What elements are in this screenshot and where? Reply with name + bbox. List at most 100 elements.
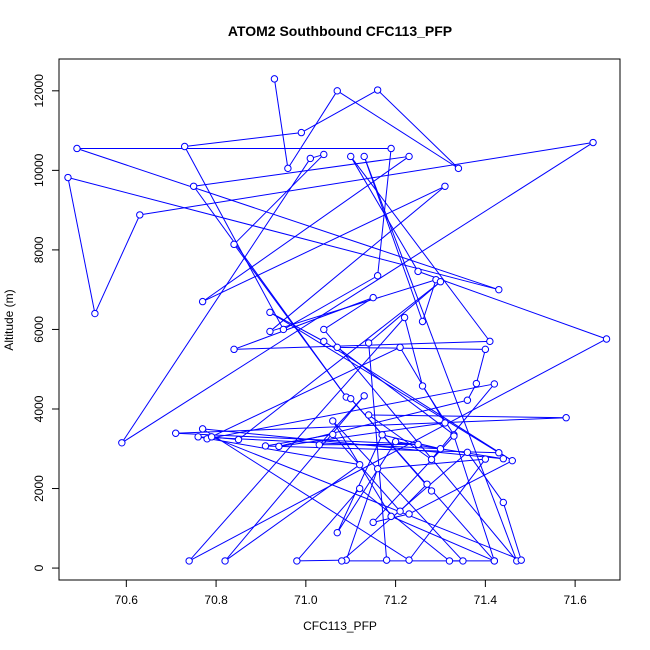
data-point — [391, 437, 400, 446]
series-segment — [233, 297, 374, 350]
data-point — [91, 309, 99, 318]
series-segment — [184, 132, 302, 147]
series-segment — [350, 156, 419, 272]
data-point — [333, 343, 341, 352]
series-segment — [502, 502, 522, 561]
data-point — [284, 164, 292, 173]
data-point — [405, 556, 413, 564]
series-segment — [341, 451, 468, 562]
data-point — [355, 484, 364, 493]
data-point — [405, 510, 413, 518]
data-point — [329, 430, 337, 439]
series-segment — [224, 464, 360, 562]
data-point — [454, 164, 463, 173]
data-point — [275, 442, 283, 451]
series-segment — [453, 435, 495, 562]
series-segment — [301, 89, 378, 134]
data-point — [189, 182, 198, 190]
data-point — [463, 396, 472, 404]
series-segment — [336, 90, 459, 169]
x-axis: 70.6 70.8 71.0 71.2 71.4 71.6 — [115, 580, 587, 607]
series-segment — [368, 281, 441, 344]
series-segment — [404, 317, 424, 387]
data-point — [387, 512, 395, 521]
series-segment — [408, 458, 486, 561]
data-point — [427, 455, 436, 464]
data-point — [369, 518, 377, 527]
data-point — [373, 464, 382, 473]
data-point — [261, 442, 270, 450]
data-point — [499, 454, 508, 463]
series-segment — [94, 214, 141, 314]
series-segment — [377, 458, 486, 470]
data-point — [427, 487, 436, 495]
data-point — [436, 278, 445, 286]
series-segment — [359, 488, 450, 562]
data-point — [73, 144, 81, 153]
y-axis-label: Altitude (m) — [2, 289, 16, 350]
data-point — [423, 480, 431, 488]
data-point — [355, 460, 364, 469]
data-point — [396, 343, 404, 352]
data-point — [230, 345, 238, 354]
series-segment — [350, 398, 495, 562]
series-segment — [296, 559, 347, 562]
series-segment — [332, 434, 401, 512]
series-segment — [269, 311, 500, 454]
data-point — [418, 317, 427, 326]
x-axis-label: CFC113_PFP — [303, 619, 377, 633]
data-point — [517, 556, 525, 564]
data-point — [382, 556, 391, 564]
data-point — [279, 325, 288, 334]
data-point — [373, 86, 382, 94]
series-segment — [175, 417, 567, 434]
data-point — [418, 382, 427, 390]
series-segment — [202, 185, 446, 303]
data-point — [180, 142, 189, 151]
series-segment — [350, 156, 491, 342]
series-segment — [417, 270, 607, 340]
data-point — [315, 441, 324, 449]
data-point — [450, 432, 458, 440]
data-point — [387, 144, 395, 153]
data-point — [481, 455, 490, 463]
data-point — [266, 327, 274, 336]
y-tick-label: 10000 — [32, 153, 46, 187]
series-segment — [337, 346, 486, 350]
data-point — [378, 431, 386, 439]
series-segment — [287, 90, 338, 169]
series-segment — [234, 340, 490, 350]
x-tick-label: 70.8 — [204, 593, 228, 607]
data-point — [64, 173, 72, 182]
series-segment — [76, 148, 499, 291]
series-segment — [121, 142, 594, 444]
y-tick-label: 4000 — [32, 395, 46, 422]
data-point — [136, 211, 144, 219]
data-point — [373, 272, 382, 280]
series-segment — [184, 146, 284, 330]
data-point — [347, 394, 355, 403]
data-point — [441, 419, 449, 427]
data-point — [481, 345, 490, 354]
data-point — [320, 150, 328, 159]
data-point — [495, 449, 503, 457]
data-point — [320, 325, 328, 334]
series-segment — [211, 436, 239, 441]
data-point — [602, 335, 611, 343]
data-point — [230, 240, 238, 249]
data-point — [486, 337, 494, 346]
data-point — [490, 380, 499, 388]
data-point — [436, 445, 445, 453]
data-point — [333, 528, 341, 537]
series-segment — [363, 156, 518, 562]
y-tick-label: 0 — [32, 564, 46, 571]
data-point — [364, 411, 373, 419]
data-point — [293, 557, 301, 565]
data-point — [171, 429, 180, 437]
series-segment — [67, 177, 499, 291]
series-segment — [336, 441, 397, 533]
plot-frame — [58, 58, 621, 581]
series-segment — [233, 154, 325, 245]
y-tick-label: 2000 — [32, 475, 46, 502]
series-segment — [202, 156, 410, 303]
